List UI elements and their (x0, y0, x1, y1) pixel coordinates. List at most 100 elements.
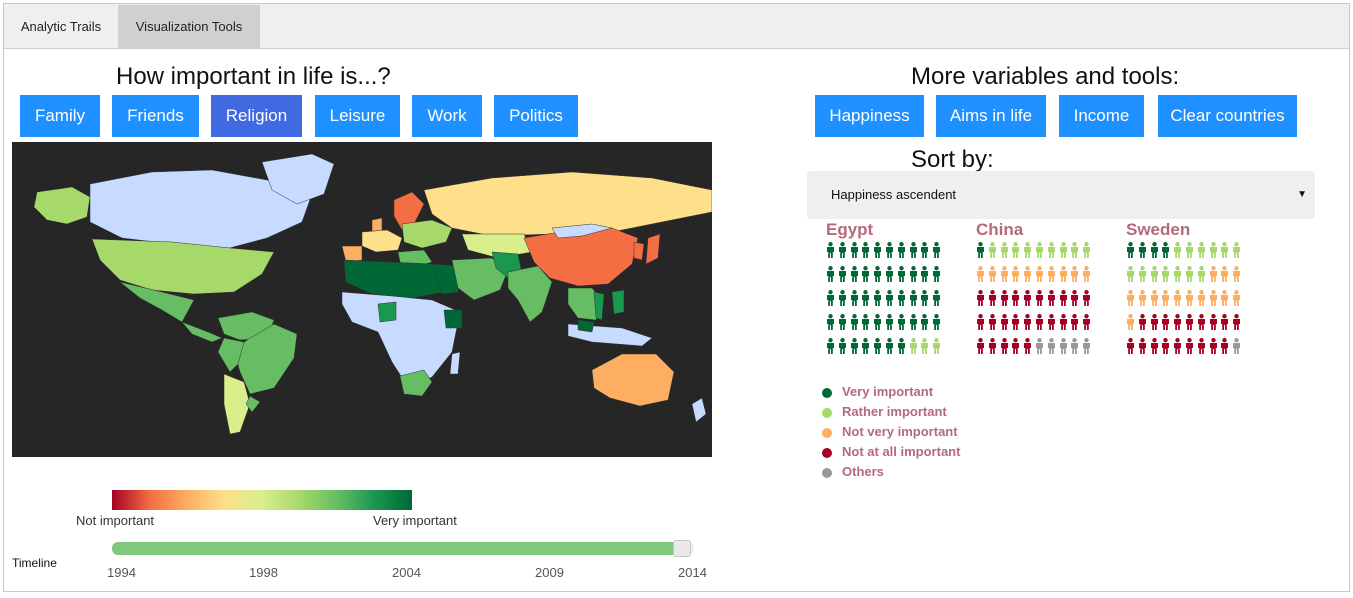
family-button[interactable]: Family (20, 95, 100, 137)
person-icon (933, 242, 941, 258)
person-icon (1047, 242, 1055, 258)
person-icon (1221, 338, 1229, 354)
legend-dot (822, 388, 832, 398)
person-icon (909, 338, 917, 354)
person-icon (1083, 338, 1091, 354)
person-icon (1162, 338, 1170, 354)
person-icon (850, 266, 858, 282)
person-icon (1071, 314, 1079, 330)
religion-button[interactable]: Religion (211, 95, 302, 137)
person-icon (1036, 290, 1043, 306)
country-panel-egypt[interactable]: Egypt (826, 220, 976, 372)
map-nigeria (377, 301, 397, 323)
person-icon (1174, 314, 1182, 330)
country-name: Egypt (826, 220, 874, 239)
scale-low-label: Not important (76, 513, 155, 528)
person-icon (838, 266, 846, 282)
person-icon (1012, 242, 1020, 258)
person-icon (897, 266, 905, 282)
person-icon (1000, 242, 1008, 258)
person-icon (862, 266, 870, 282)
happiness-button[interactable]: Happiness (815, 95, 924, 137)
sort-select[interactable]: Happiness ascendent ▼ (807, 171, 1315, 219)
sort-by-label: Sort by: (911, 146, 994, 173)
person-icon (1150, 290, 1158, 306)
person-icon (1186, 242, 1193, 258)
timeline-tick-2014: 2014 (678, 565, 707, 580)
person-icon (977, 290, 984, 306)
person-icon (1138, 314, 1146, 330)
map-france-de (361, 229, 403, 253)
tab-visualization-tools[interactable]: Visualization Tools (118, 5, 260, 48)
legend-dot (822, 428, 832, 438)
map-ethiopia (443, 309, 463, 329)
timeline-tick-2004: 2004 (392, 565, 421, 580)
person-icon (1233, 338, 1241, 354)
person-icon (1221, 266, 1229, 282)
map-korea (633, 241, 645, 261)
person-icon (1233, 266, 1241, 282)
map-philippines (611, 289, 625, 315)
timeline-tick-1998: 1998 (249, 565, 278, 580)
sort-select-value: Happiness ascendent (831, 187, 957, 202)
person-icon (1071, 242, 1079, 258)
person-icon (909, 290, 917, 306)
work-button[interactable]: Work (412, 95, 482, 137)
person-icon (921, 290, 929, 306)
world-map[interactable] (12, 142, 712, 457)
timeline-tick-1994: 1994 (107, 565, 136, 580)
scale-high-label: Very important (373, 513, 457, 528)
income-button[interactable]: Income (1059, 95, 1144, 137)
timeline-slider[interactable] (112, 540, 694, 557)
map-vietnam (593, 291, 605, 321)
tab-analytic-trails[interactable]: Analytic Trails (4, 5, 118, 48)
map-south-africa (399, 369, 433, 397)
person-icon (1162, 290, 1170, 306)
person-icon (1059, 338, 1067, 354)
tab-bar: Analytic Trails Visualization Tools (4, 4, 1349, 49)
map-russia (423, 171, 712, 237)
person-icon (988, 338, 996, 354)
aims-in-life-button[interactable]: Aims in life (936, 95, 1046, 137)
person-icon (1209, 266, 1217, 282)
clear-countries-button[interactable]: Clear countries (1158, 95, 1297, 137)
map-peru (217, 337, 245, 373)
person-icon (1083, 242, 1091, 258)
leisure-button[interactable]: Leisure (315, 95, 400, 137)
person-icon (988, 266, 996, 282)
person-icon (1186, 266, 1193, 282)
legend-dot (822, 468, 832, 478)
timeline-handle[interactable] (673, 540, 692, 557)
person-icon (1138, 338, 1146, 354)
country-panel-china[interactable]: China (976, 220, 1126, 372)
person-icon (897, 242, 905, 258)
politics-button[interactable]: Politics (494, 95, 578, 137)
person-icon (1071, 290, 1079, 306)
person-icon (1233, 242, 1241, 258)
person-icon (1127, 338, 1134, 354)
person-icon (933, 338, 941, 354)
map-greenland (261, 153, 335, 205)
person-icon (1233, 314, 1241, 330)
person-icon (1209, 314, 1217, 330)
person-icon (827, 314, 834, 330)
person-icon (1127, 266, 1134, 282)
person-icon (1174, 266, 1182, 282)
person-icon (1197, 338, 1205, 354)
map-middle-east (451, 257, 509, 301)
person-icon (1012, 314, 1020, 330)
map-iberia (341, 245, 363, 263)
friends-button[interactable]: Friends (112, 95, 199, 137)
person-icon (1186, 314, 1193, 330)
legend-dot (822, 448, 832, 458)
person-icon (1083, 314, 1091, 330)
person-icon (1000, 338, 1008, 354)
timeline-label: Timeline (12, 556, 57, 570)
person-icon (921, 314, 929, 330)
country-panel-sweden[interactable]: Sweden (1126, 220, 1276, 372)
person-icon (874, 266, 882, 282)
person-icon (886, 242, 893, 258)
person-icon (827, 242, 834, 258)
person-icon (1000, 314, 1008, 330)
person-icon (850, 242, 858, 258)
